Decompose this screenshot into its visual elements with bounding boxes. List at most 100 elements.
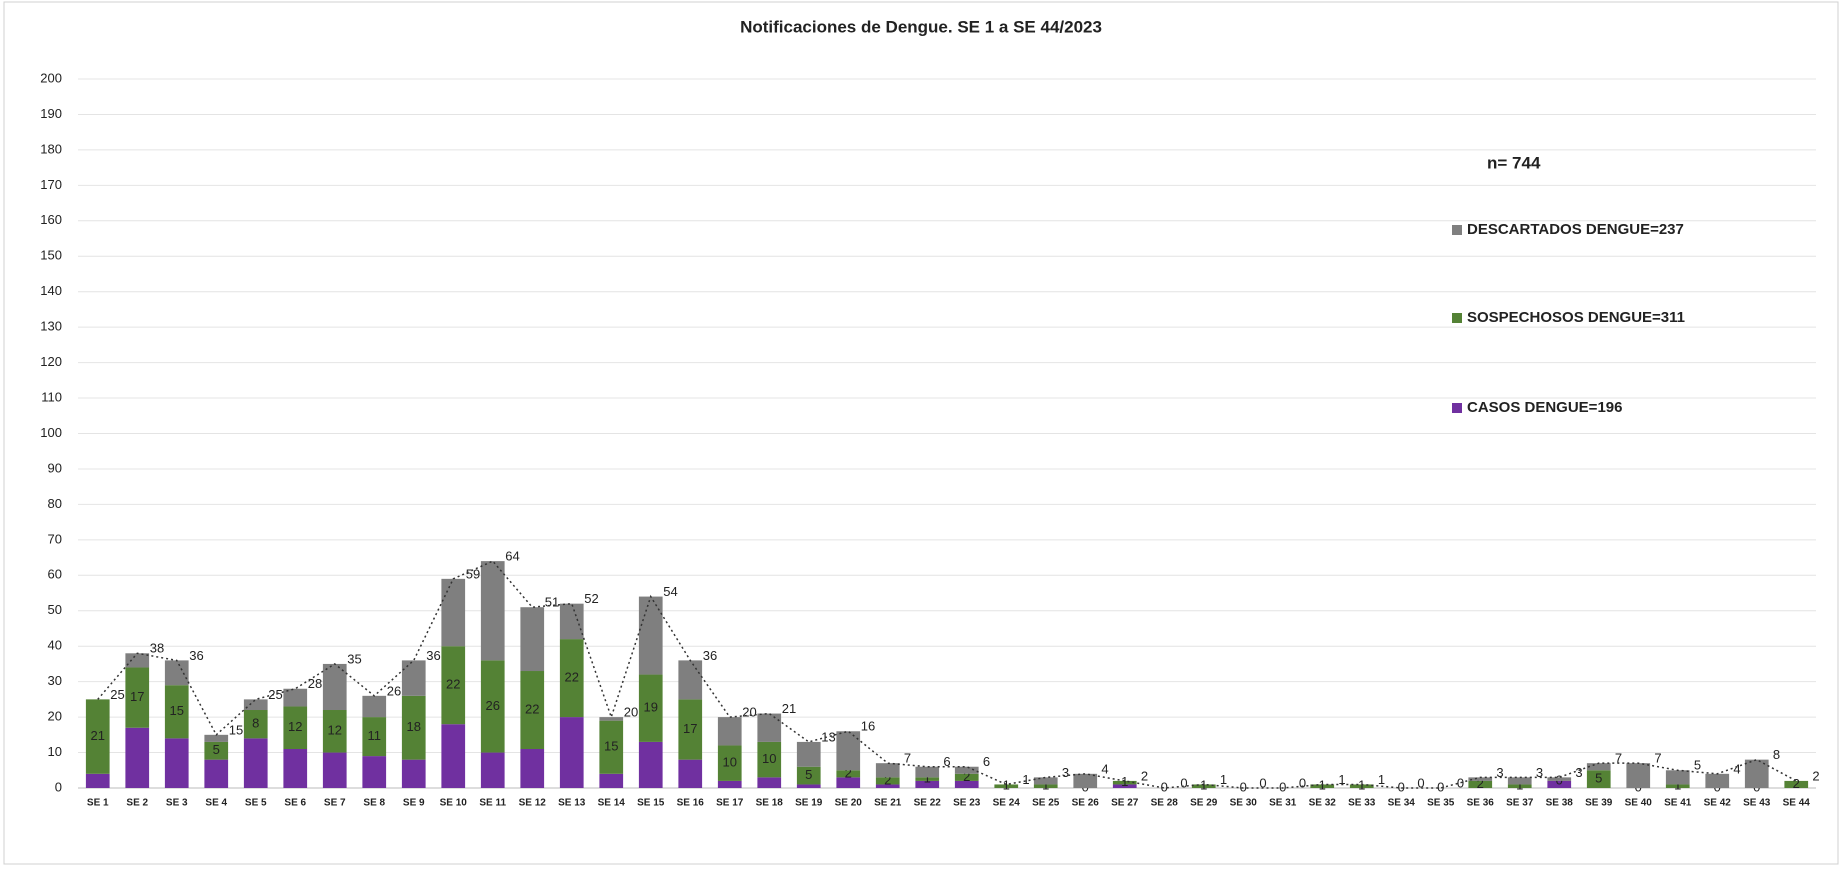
total-label: 64 xyxy=(505,549,519,564)
legend-swatch xyxy=(1452,403,1462,413)
total-label: 7 xyxy=(904,751,911,766)
y-tick-label: 130 xyxy=(40,319,62,334)
bar-segment xyxy=(1507,784,1532,788)
data-label: 0 xyxy=(1437,779,1444,794)
x-tick-label: SE 32 xyxy=(1309,798,1337,809)
bar-segment xyxy=(1586,763,1611,771)
bar-segment xyxy=(875,777,900,785)
bar-segment xyxy=(875,784,900,788)
x-tick-label: SE 27 xyxy=(1111,798,1139,809)
bar-segment xyxy=(322,752,347,788)
data-label: 2 xyxy=(884,772,891,787)
data-label: 0 xyxy=(1240,779,1247,794)
x-tick-label: SE 40 xyxy=(1625,798,1653,809)
y-tick-label: 80 xyxy=(48,496,62,511)
bar-segment xyxy=(164,660,189,686)
bar-segment xyxy=(125,667,150,728)
x-tick-label: SE 21 xyxy=(874,798,902,809)
x-tick-label: SE 38 xyxy=(1546,798,1574,809)
total-label: 7 xyxy=(1615,751,1622,766)
data-label: 21 xyxy=(91,728,105,743)
total-label: 21 xyxy=(782,701,796,716)
y-tick-label: 20 xyxy=(48,709,62,724)
bar-segment xyxy=(480,660,505,753)
bar-segment xyxy=(599,717,624,721)
x-tick-label: SE 12 xyxy=(519,798,547,809)
x-tick-label: SE 31 xyxy=(1269,798,1297,809)
bar-segment xyxy=(1468,780,1493,788)
bar-segment xyxy=(243,699,268,711)
bar-segment xyxy=(1033,784,1058,788)
total-label: 2 xyxy=(1141,768,1148,783)
bar-segment xyxy=(717,745,742,781)
x-tick-label: SE 37 xyxy=(1506,798,1534,809)
bar-segment xyxy=(441,578,466,647)
x-tick-label: SE 39 xyxy=(1585,798,1613,809)
y-tick-label: 100 xyxy=(40,425,62,440)
bar-segment xyxy=(243,710,268,739)
x-tick-label: SE 34 xyxy=(1388,798,1416,809)
bar-segment xyxy=(1507,777,1532,785)
total-label: 16 xyxy=(861,719,875,734)
bar-segment xyxy=(836,731,861,771)
bar-segment xyxy=(836,770,861,778)
bar-segment xyxy=(638,741,663,788)
total-label: 2 xyxy=(1812,768,1819,783)
x-tick-label: SE 13 xyxy=(558,798,586,809)
x-tick-label: SE 10 xyxy=(440,798,468,809)
x-tick-label: SE 14 xyxy=(598,798,626,809)
x-tick-label: SE 3 xyxy=(166,798,188,809)
bar-segment xyxy=(441,724,466,788)
total-label: 4 xyxy=(1101,761,1108,776)
bar-segment xyxy=(283,749,308,788)
total-label: 0 xyxy=(1259,775,1266,790)
bar-segment xyxy=(362,695,387,718)
bar-segment xyxy=(599,773,624,788)
bar-segment xyxy=(283,706,308,750)
total-label: 5 xyxy=(1694,758,1701,773)
total-label: 35 xyxy=(347,651,361,666)
bar-segment xyxy=(1784,780,1809,788)
bar-segment xyxy=(125,727,150,788)
data-label: 5 xyxy=(1595,771,1602,786)
bar-segment xyxy=(915,777,940,781)
total-label: 1 xyxy=(1220,772,1227,787)
total-label: 20 xyxy=(624,705,638,720)
y-tick-label: 110 xyxy=(41,389,62,404)
bar-segment xyxy=(401,695,426,760)
bar-segment xyxy=(796,766,821,785)
bar-segment xyxy=(954,773,979,781)
data-label: 0 xyxy=(1161,779,1168,794)
bar-segment xyxy=(915,780,940,788)
data-label: 1 xyxy=(1003,778,1010,793)
x-tick-label: SE 8 xyxy=(363,798,385,809)
data-label: 2 xyxy=(1477,776,1484,791)
bar-segment xyxy=(836,777,861,788)
bar-segment xyxy=(1626,763,1651,788)
bar-segment xyxy=(1744,759,1769,788)
bar-segment xyxy=(480,752,505,788)
bar-segment xyxy=(638,596,663,675)
x-tick-label: SE 6 xyxy=(284,798,306,809)
bar-segment xyxy=(1586,770,1611,788)
data-label: 22 xyxy=(446,677,460,692)
bar-segment xyxy=(1705,773,1730,788)
data-label: 17 xyxy=(130,689,144,704)
bar-segment xyxy=(757,713,782,742)
data-label: 12 xyxy=(328,723,342,738)
bar-segment xyxy=(954,780,979,788)
data-label: 2 xyxy=(1793,776,1800,791)
total-label: 59 xyxy=(466,566,480,581)
total-label: 36 xyxy=(703,648,717,663)
x-tick-label: SE 7 xyxy=(324,798,346,809)
y-tick-label: 0 xyxy=(55,779,62,794)
total-label: 36 xyxy=(426,648,440,663)
bar-segment xyxy=(322,710,347,753)
data-label: 5 xyxy=(213,742,220,757)
data-label: 2 xyxy=(963,769,970,784)
total-label: 20 xyxy=(742,705,756,720)
bar-segment xyxy=(520,607,545,672)
bar-segment xyxy=(1665,784,1690,788)
x-tick-label: SE 23 xyxy=(953,798,981,809)
